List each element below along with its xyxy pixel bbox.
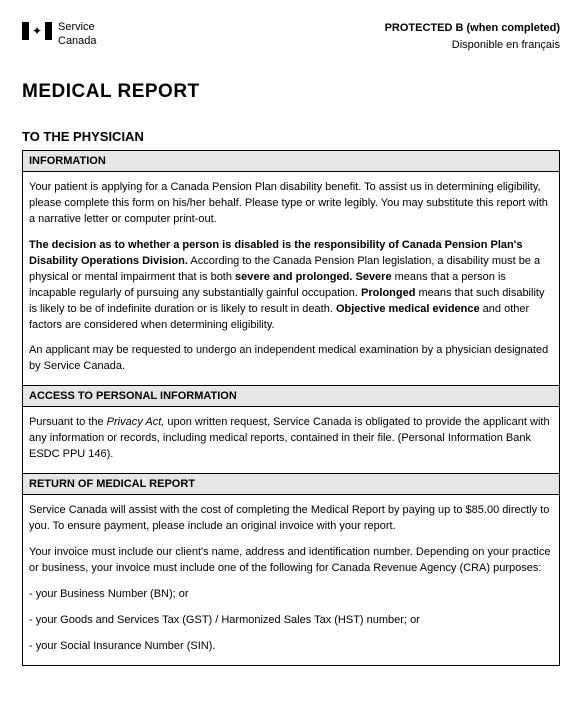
language-note: Disponible en français (385, 37, 560, 54)
section-heading-access: ACCESS TO PERSONAL INFORMATION (23, 386, 559, 407)
header-right: PROTECTED B (when completed) Disponible … (385, 20, 560, 53)
return-paragraph-1: Service Canada will assist with the cost… (29, 503, 553, 535)
info-p2-b2: Severe (355, 271, 391, 283)
info-p2-b4: Objective medical evidence (336, 303, 480, 315)
return-list-item-2: - your Goods and Services Tax (GST) / Ha… (29, 613, 553, 629)
info-p2-b1: severe and prolonged. (235, 271, 352, 283)
header-left: ✦ Service Canada (22, 20, 97, 49)
section-body-return: Service Canada will assist with the cost… (23, 495, 559, 666)
page-header: ✦ Service Canada PROTECTED B (when compl… (22, 20, 560, 53)
org-line1: Service (58, 20, 97, 34)
return-paragraph-2: Your invoice must include our client's n… (29, 545, 553, 577)
access-p1-italic: Privacy Act, (107, 416, 165, 428)
canada-flag-icon: ✦ (22, 22, 52, 40)
info-paragraph-1: Your patient is applying for a Canada Pe… (29, 180, 553, 228)
return-list-item-3: - your Social Insurance Number (SIN). (29, 639, 553, 655)
access-p1-a: Pursuant to the (29, 416, 107, 428)
section-heading-information: INFORMATION (23, 151, 559, 172)
return-list-item-1: - your Business Number (BN); or (29, 587, 553, 603)
content-box: INFORMATION Your patient is applying for… (22, 150, 560, 666)
info-p2-b3: Prolonged (361, 287, 415, 299)
section-body-information: Your patient is applying for a Canada Pe… (23, 172, 559, 386)
org-line2: Canada (58, 34, 97, 48)
subtitle: TO THE PHYSICIAN (22, 129, 560, 144)
org-name: Service Canada (58, 20, 97, 49)
section-heading-return: RETURN OF MEDICAL REPORT (23, 474, 559, 495)
section-body-access: Pursuant to the Privacy Act, upon writte… (23, 407, 559, 474)
protected-label: PROTECTED B (when completed) (385, 20, 560, 37)
info-paragraph-3: An applicant may be requested to undergo… (29, 343, 553, 375)
page-title: MEDICAL REPORT (22, 81, 560, 103)
info-paragraph-2: The decision as to whether a person is d… (29, 238, 553, 334)
access-paragraph-1: Pursuant to the Privacy Act, upon writte… (29, 415, 553, 463)
